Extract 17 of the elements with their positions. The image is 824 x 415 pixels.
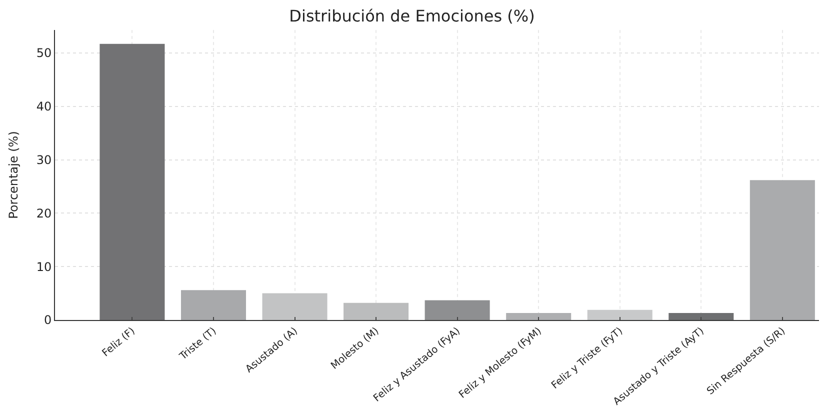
chart-title: Distribución de Emociones (%) <box>289 6 535 26</box>
y-tick-label: 0 <box>44 313 52 328</box>
bar <box>424 300 490 320</box>
bar <box>100 44 165 320</box>
y-tick-label: 20 <box>36 206 52 220</box>
bar <box>262 293 328 320</box>
bar <box>750 180 815 320</box>
y-tick-label: 40 <box>36 100 52 114</box>
y-tick-label: 10 <box>36 260 52 274</box>
bar <box>344 302 409 320</box>
bar <box>668 313 734 320</box>
bar <box>180 290 246 320</box>
y-tick-label: 50 <box>36 46 52 60</box>
y-tick-label: 30 <box>36 152 52 167</box>
y-axis-title: Porcentaje (%) <box>6 131 21 219</box>
bar <box>587 310 652 320</box>
bar <box>506 313 572 320</box>
